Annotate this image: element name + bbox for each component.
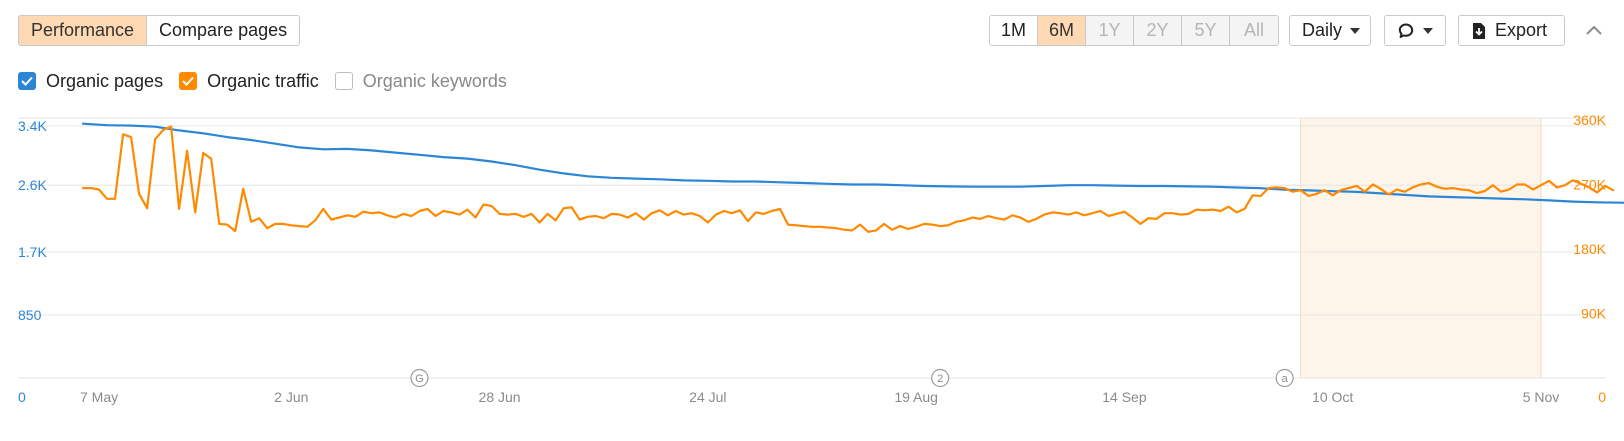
x-tick-label: 5 Nov	[1523, 389, 1560, 405]
period-5y-button[interactable]: 5Y	[1182, 16, 1230, 45]
organic-pages-line	[81, 122, 1624, 204]
tab-compare-pages[interactable]: Compare pages	[147, 16, 300, 45]
legend-label: Organic traffic	[207, 70, 319, 91]
chevron-down-icon	[1350, 27, 1361, 34]
period-selector: 1M 6M 1Y 2Y 5Y All	[989, 15, 1279, 46]
checkbox-checked-icon[interactable]	[18, 72, 36, 90]
chevron-down-icon	[1423, 27, 1433, 34]
checkbox-checked-icon[interactable]	[179, 72, 198, 90]
legend-organic-traffic[interactable]: Organic traffic	[179, 71, 319, 92]
x-tick-label: 7 May	[80, 389, 118, 405]
x-tick-label: 28 Jun	[479, 389, 521, 405]
y-left-tick-label: 850	[18, 307, 42, 323]
y-right-tick-label: 180K	[1573, 241, 1606, 257]
annotation-marker	[1275, 368, 1294, 388]
export-label: Export	[1495, 20, 1548, 40]
organic-traffic-line	[81, 125, 1615, 233]
chevron-up-icon[interactable]	[1584, 20, 1604, 40]
period-2y-button[interactable]: 2Y	[1134, 16, 1182, 45]
y-right-tick-label: 360K	[1573, 112, 1606, 128]
y-right-tick-label: 90K	[1581, 306, 1607, 322]
period-1y-button[interactable]: 1Y	[1086, 16, 1134, 45]
period-1m-button[interactable]: 1M	[990, 16, 1038, 45]
annotation-label: a	[1282, 373, 1289, 385]
y-left-tick-label: 2.6K	[18, 177, 47, 193]
annotations-dropdown[interactable]	[1384, 15, 1446, 46]
annotation-marker	[931, 368, 950, 388]
granularity-label: Daily	[1302, 20, 1343, 40]
view-tabs: Performance Compare pages	[18, 15, 301, 46]
x-tick-label: 10 Oct	[1312, 389, 1353, 405]
x-tick-label: 19 Aug	[894, 389, 938, 405]
performance-chart[interactable]: 850 1.7K 2.6K 3.4K 90K 180K 270K 360K 0 0 7 May 2 J…	[0, 100, 1624, 420]
checkbox-unchecked-icon[interactable]	[334, 72, 353, 90]
y-right-tick-label: 270K	[1573, 177, 1606, 193]
y-right-tick-label: 0	[1598, 389, 1606, 405]
legend-label: Organic pages	[46, 70, 164, 91]
legend-label: Organic keywords	[362, 70, 507, 91]
x-tick-label: 14 Sep	[1102, 389, 1147, 405]
period-all-button[interactable]: All	[1230, 16, 1278, 45]
granularity-dropdown[interactable]: Daily	[1289, 15, 1371, 46]
annotation-label: G	[415, 373, 424, 385]
tab-performance[interactable]: Performance	[19, 16, 148, 45]
annotation-label: 2	[937, 373, 943, 385]
export-button[interactable]: Export	[1458, 15, 1565, 46]
legend-organic-keywords[interactable]: Organic keywords	[334, 70, 507, 92]
period-6m-button[interactable]: 6M	[1038, 16, 1086, 45]
legend-organic-pages[interactable]: Organic pages	[18, 71, 163, 92]
highlight-range	[1300, 118, 1541, 378]
x-tick-label: 2 Jun	[274, 389, 308, 405]
download-icon	[1473, 22, 1485, 39]
y-left-tick-label: 1.7K	[18, 244, 47, 260]
annotation-marker	[410, 368, 429, 388]
x-tick-label: 24 Jul	[689, 389, 726, 405]
chart-toolbar: Performance Compare pages 1M 6M 1Y 2Y 5Y…	[0, 0, 1624, 60]
comment-icon	[1398, 23, 1414, 38]
y-left-tick-label: 3.4K	[18, 118, 47, 134]
chart-legend: Organic pages Organic traffic Organic ke…	[18, 68, 523, 94]
y-left-tick-label: 0	[18, 389, 26, 405]
